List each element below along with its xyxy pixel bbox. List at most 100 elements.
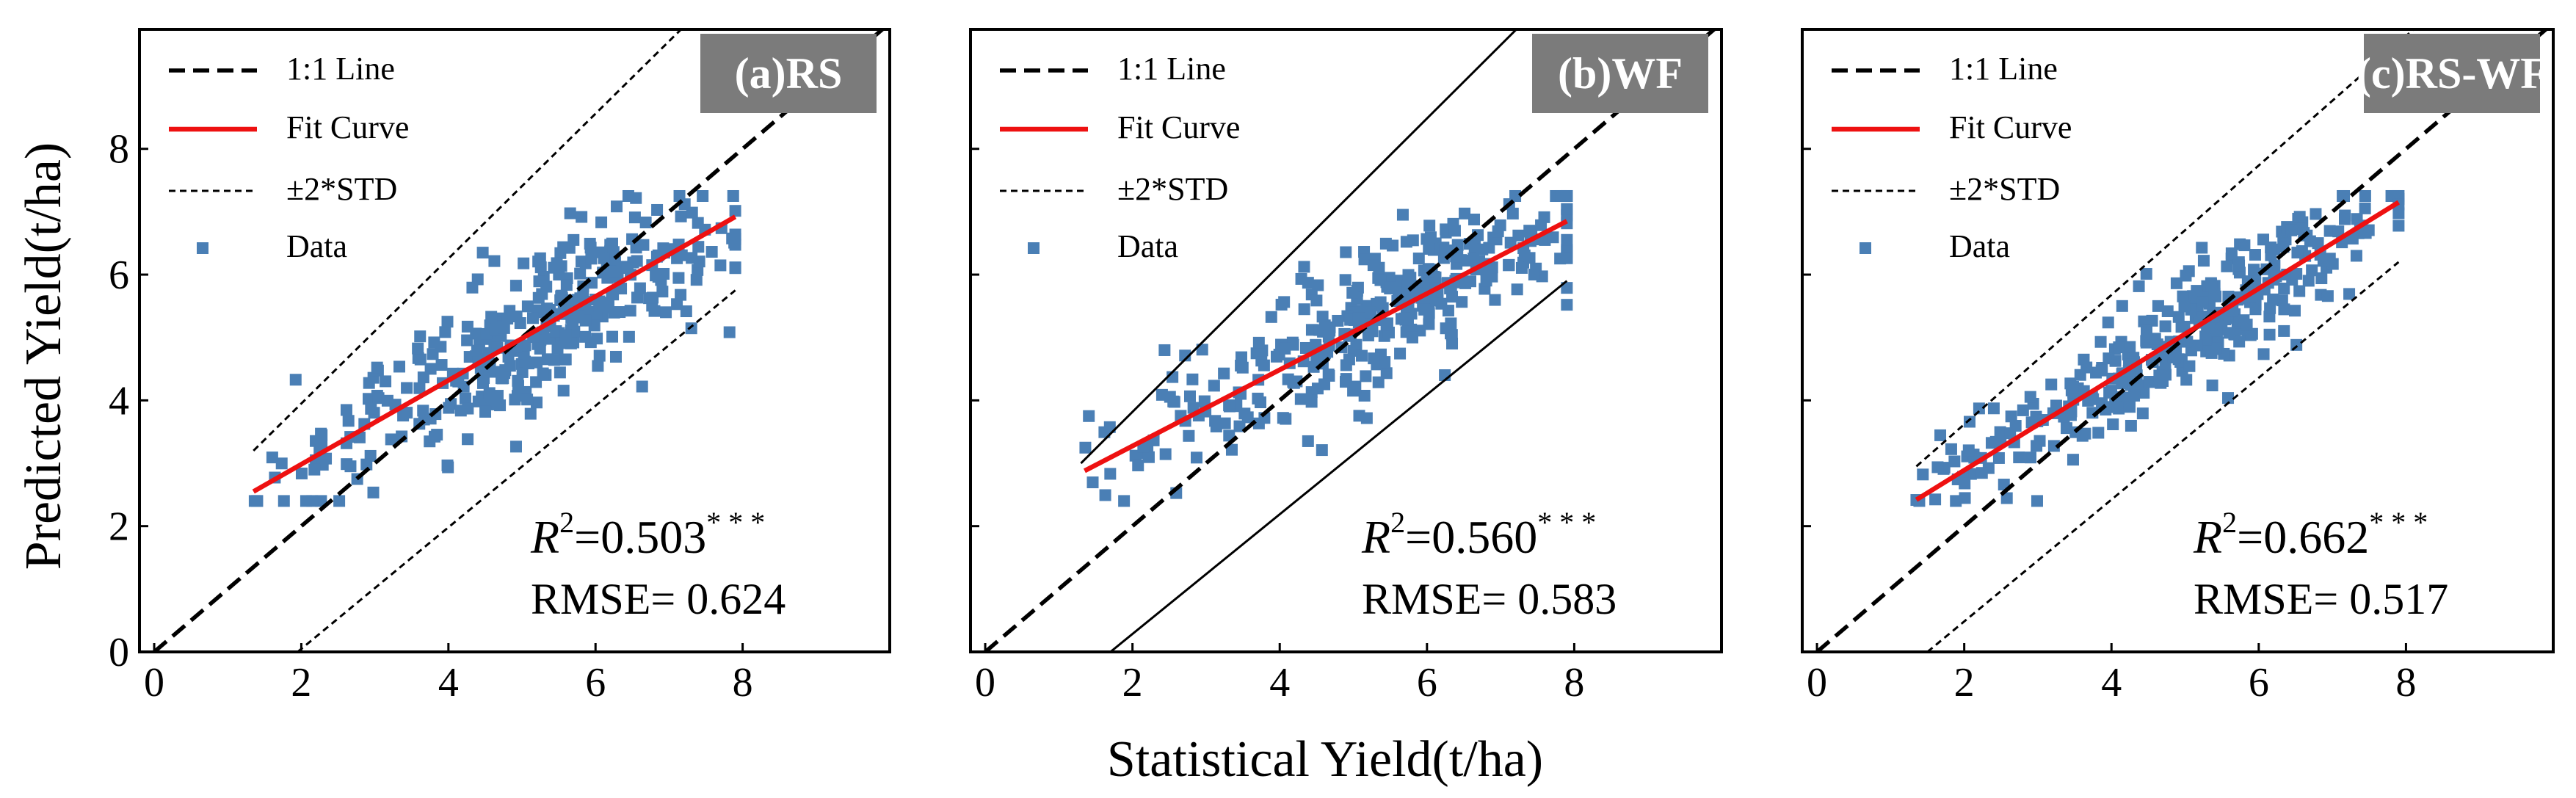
data-point <box>1523 225 1536 237</box>
data-point <box>1547 231 1559 244</box>
legend-data-swatch <box>1860 242 1871 254</box>
data-point <box>2136 407 2149 420</box>
data-point <box>2350 250 2362 262</box>
data-point <box>412 352 424 364</box>
data-point <box>2206 380 2218 392</box>
data-point <box>372 392 385 405</box>
data-point <box>526 312 539 324</box>
data-point <box>574 267 587 280</box>
data-point <box>1307 360 1320 373</box>
data-point <box>1448 225 1461 237</box>
data-point <box>554 366 566 379</box>
data-point <box>1210 420 1222 432</box>
data-point <box>614 306 626 319</box>
data-point <box>1561 203 1573 215</box>
data-point <box>1423 307 1435 319</box>
data-point <box>2267 293 2279 305</box>
data-point <box>639 217 652 229</box>
data-point <box>2208 288 2221 300</box>
data-point <box>1446 338 1459 350</box>
data-point <box>1367 259 1379 272</box>
data-point <box>1515 261 1528 274</box>
axes-frame <box>969 28 1723 653</box>
data-point <box>636 380 648 393</box>
data-point <box>609 265 621 278</box>
data-point <box>675 289 687 301</box>
legend-label: 1:1 Line <box>1949 51 2058 87</box>
data-point <box>380 375 392 388</box>
data-point <box>1383 272 1396 284</box>
data-point <box>660 306 672 319</box>
data-point <box>494 399 507 412</box>
data-point <box>2045 378 2058 391</box>
data-point <box>1252 336 1265 349</box>
x-tick-label: 0 <box>144 660 164 705</box>
data-point <box>413 382 426 394</box>
data-point <box>675 249 688 261</box>
data-point <box>1456 296 1468 308</box>
data-point <box>576 211 588 223</box>
data-point <box>705 246 718 258</box>
data-point <box>1279 342 1291 355</box>
data-point <box>2249 249 2261 261</box>
data-point <box>536 288 548 300</box>
data-point <box>591 333 603 345</box>
chart-panel-b: 0 2 4 6 8 (b)WF 1:1 Line Fit Curve ±2*STD Data R2=… <box>969 28 1723 705</box>
data-point <box>2332 225 2345 238</box>
data-point <box>1164 391 1176 403</box>
data-point <box>1973 402 1985 415</box>
data-point <box>483 387 496 399</box>
data-point <box>1561 252 1573 264</box>
data-point <box>1396 208 1409 221</box>
data-point <box>1183 390 1196 402</box>
data-point <box>521 300 534 313</box>
chart-panel-a: 0 2 4 6 8 0 2 4 6 8 (a)RS 1:1 Line Fit Curve ±2*STD Da… <box>109 28 891 705</box>
data-point <box>2074 369 2086 381</box>
data-point <box>466 281 479 294</box>
data-point <box>2095 364 2108 377</box>
data-point <box>509 440 522 453</box>
data-point <box>480 327 493 340</box>
data-point <box>1963 416 1975 428</box>
data-point <box>1511 283 1523 296</box>
one-to-one-line <box>984 29 1718 652</box>
data-point <box>1424 231 1437 244</box>
data-point <box>1948 455 1961 468</box>
data-point <box>316 429 328 441</box>
data-point <box>1400 236 1412 248</box>
data-point <box>1186 373 1199 385</box>
data-point <box>2293 285 2306 297</box>
data-point <box>1099 489 1111 501</box>
data-point <box>2153 369 2166 382</box>
data-point <box>295 467 308 479</box>
data-point <box>1561 233 1573 246</box>
data-point <box>2191 285 2203 297</box>
data-point <box>435 359 448 371</box>
data-point <box>2312 237 2324 250</box>
data-point <box>2290 268 2303 280</box>
data-point <box>2092 427 2105 439</box>
legend-data-swatch <box>1028 242 1040 254</box>
data-point <box>2172 311 2185 323</box>
y-axis-label: Predicted Yield(t/ha) <box>15 142 72 570</box>
legend: 1:1 Line Fit Curve ±2*STD Data <box>169 51 409 264</box>
data-point <box>1305 396 1318 408</box>
data-point <box>1394 347 1407 360</box>
x-tick-label: 6 <box>585 660 606 705</box>
data-point <box>1132 459 1144 471</box>
legend-label: ±2*STD <box>1949 171 2060 207</box>
legend-label: 1:1 Line <box>1117 51 1226 87</box>
chart-panel-c: 0 2 4 6 8 (c)RS-WF 1:1 Line Fit Curve ±2*STD Data… <box>1801 28 2555 705</box>
plot-area <box>1815 29 2550 652</box>
data-point <box>1340 246 1352 258</box>
data-point <box>1298 303 1310 316</box>
data-point <box>365 402 377 415</box>
data-point <box>1355 349 1368 362</box>
data-point <box>2175 321 2188 333</box>
std-lower-line <box>297 289 736 652</box>
legend-label: Fit Curve <box>1117 109 1240 145</box>
data-point <box>360 458 373 471</box>
legend-data-swatch <box>197 242 208 254</box>
data-point <box>2241 319 2253 331</box>
data-point <box>489 324 501 336</box>
